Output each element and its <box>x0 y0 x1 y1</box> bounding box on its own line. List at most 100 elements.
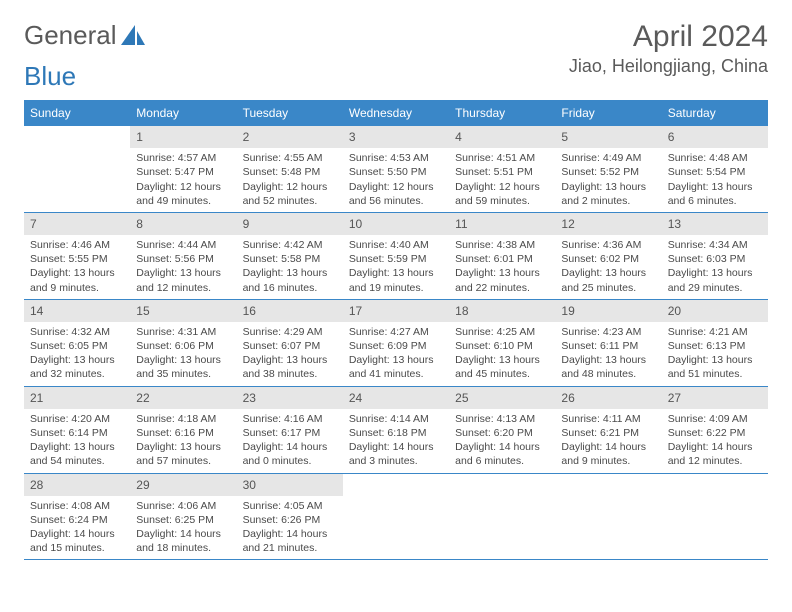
day-details: Sunrise: 4:09 AMSunset: 6:22 PMDaylight:… <box>662 409 768 473</box>
calendar-week: 7Sunrise: 4:46 AMSunset: 5:55 PMDaylight… <box>24 213 768 300</box>
calendar-week: 21Sunrise: 4:20 AMSunset: 6:14 PMDayligh… <box>24 387 768 474</box>
calendar-cell: . <box>24 126 130 212</box>
daylight-text: Daylight: 12 hours and 56 minutes. <box>349 180 443 208</box>
calendar-cell: 10Sunrise: 4:40 AMSunset: 5:59 PMDayligh… <box>343 213 449 299</box>
day-number: 23 <box>237 387 343 409</box>
calendar-cell: 12Sunrise: 4:36 AMSunset: 6:02 PMDayligh… <box>555 213 661 299</box>
sunset-text: Sunset: 5:56 PM <box>136 252 230 266</box>
sunrise-text: Sunrise: 4:55 AM <box>243 151 337 165</box>
day-details: Sunrise: 4:06 AMSunset: 6:25 PMDaylight:… <box>130 496 236 560</box>
sunrise-text: Sunrise: 4:08 AM <box>30 499 124 513</box>
sunset-text: Sunset: 5:58 PM <box>243 252 337 266</box>
day-details: Sunrise: 4:05 AMSunset: 6:26 PMDaylight:… <box>237 496 343 560</box>
sunset-text: Sunset: 6:03 PM <box>668 252 762 266</box>
daylight-text: Daylight: 13 hours and 45 minutes. <box>455 353 549 381</box>
calendar-cell: 14Sunrise: 4:32 AMSunset: 6:05 PMDayligh… <box>24 300 130 386</box>
sunset-text: Sunset: 5:48 PM <box>243 165 337 179</box>
daylight-text: Daylight: 14 hours and 3 minutes. <box>349 440 443 468</box>
day-number: 11 <box>449 213 555 235</box>
day-number: 5 <box>555 126 661 148</box>
sunrise-text: Sunrise: 4:25 AM <box>455 325 549 339</box>
daylight-text: Daylight: 13 hours and 12 minutes. <box>136 266 230 294</box>
sunrise-text: Sunrise: 4:38 AM <box>455 238 549 252</box>
sunset-text: Sunset: 6:24 PM <box>30 513 124 527</box>
daylight-text: Daylight: 13 hours and 57 minutes. <box>136 440 230 468</box>
sunrise-text: Sunrise: 4:14 AM <box>349 412 443 426</box>
day-details: Sunrise: 4:14 AMSunset: 6:18 PMDaylight:… <box>343 409 449 473</box>
sunrise-text: Sunrise: 4:20 AM <box>30 412 124 426</box>
day-details: Sunrise: 4:23 AMSunset: 6:11 PMDaylight:… <box>555 322 661 386</box>
daylight-text: Daylight: 14 hours and 21 minutes. <box>243 527 337 555</box>
calendar: Sunday Monday Tuesday Wednesday Thursday… <box>24 100 768 560</box>
day-number: 27 <box>662 387 768 409</box>
day-number: 3 <box>343 126 449 148</box>
day-details: Sunrise: 4:32 AMSunset: 6:05 PMDaylight:… <box>24 322 130 386</box>
weekday-header: Sunday <box>24 100 130 126</box>
sunset-text: Sunset: 6:02 PM <box>561 252 655 266</box>
day-number: 7 <box>24 213 130 235</box>
calendar-cell: 6Sunrise: 4:48 AMSunset: 5:54 PMDaylight… <box>662 126 768 212</box>
sunset-text: Sunset: 6:14 PM <box>30 426 124 440</box>
calendar-cell: 27Sunrise: 4:09 AMSunset: 6:22 PMDayligh… <box>662 387 768 473</box>
sunset-text: Sunset: 6:06 PM <box>136 339 230 353</box>
day-number: 24 <box>343 387 449 409</box>
calendar-cell: 29Sunrise: 4:06 AMSunset: 6:25 PMDayligh… <box>130 474 236 560</box>
sunrise-text: Sunrise: 4:16 AM <box>243 412 337 426</box>
sunset-text: Sunset: 6:07 PM <box>243 339 337 353</box>
calendar-cell: 22Sunrise: 4:18 AMSunset: 6:16 PMDayligh… <box>130 387 236 473</box>
calendar-cell: 15Sunrise: 4:31 AMSunset: 6:06 PMDayligh… <box>130 300 236 386</box>
calendar-cell: 26Sunrise: 4:11 AMSunset: 6:21 PMDayligh… <box>555 387 661 473</box>
sunset-text: Sunset: 6:18 PM <box>349 426 443 440</box>
sunset-text: Sunset: 6:09 PM <box>349 339 443 353</box>
weekday-header-row: Sunday Monday Tuesday Wednesday Thursday… <box>24 100 768 126</box>
calendar-cell: . <box>662 474 768 560</box>
day-details: Sunrise: 4:25 AMSunset: 6:10 PMDaylight:… <box>449 322 555 386</box>
sunrise-text: Sunrise: 4:09 AM <box>668 412 762 426</box>
calendar-cell: 20Sunrise: 4:21 AMSunset: 6:13 PMDayligh… <box>662 300 768 386</box>
sunrise-text: Sunrise: 4:18 AM <box>136 412 230 426</box>
day-number: 14 <box>24 300 130 322</box>
day-details: Sunrise: 4:34 AMSunset: 6:03 PMDaylight:… <box>662 235 768 299</box>
sunset-text: Sunset: 5:54 PM <box>668 165 762 179</box>
day-details: Sunrise: 4:18 AMSunset: 6:16 PMDaylight:… <box>130 409 236 473</box>
day-details: Sunrise: 4:57 AMSunset: 5:47 PMDaylight:… <box>130 148 236 212</box>
day-number: 9 <box>237 213 343 235</box>
weekday-header: Wednesday <box>343 100 449 126</box>
day-number: 28 <box>24 474 130 496</box>
daylight-text: Daylight: 14 hours and 9 minutes. <box>561 440 655 468</box>
logo-text-blue: Blue <box>24 61 768 92</box>
logo-text-gray: General <box>24 20 117 51</box>
day-number: 15 <box>130 300 236 322</box>
daylight-text: Daylight: 14 hours and 15 minutes. <box>30 527 124 555</box>
sunset-text: Sunset: 5:47 PM <box>136 165 230 179</box>
sunset-text: Sunset: 5:55 PM <box>30 252 124 266</box>
weekday-header: Monday <box>130 100 236 126</box>
day-number: 20 <box>662 300 768 322</box>
daylight-text: Daylight: 13 hours and 41 minutes. <box>349 353 443 381</box>
calendar-cell: 4Sunrise: 4:51 AMSunset: 5:51 PMDaylight… <box>449 126 555 212</box>
sunrise-text: Sunrise: 4:11 AM <box>561 412 655 426</box>
calendar-cell: 3Sunrise: 4:53 AMSunset: 5:50 PMDaylight… <box>343 126 449 212</box>
sunset-text: Sunset: 6:10 PM <box>455 339 549 353</box>
calendar-cell: 5Sunrise: 4:49 AMSunset: 5:52 PMDaylight… <box>555 126 661 212</box>
calendar-cell: 2Sunrise: 4:55 AMSunset: 5:48 PMDaylight… <box>237 126 343 212</box>
daylight-text: Daylight: 13 hours and 48 minutes. <box>561 353 655 381</box>
sunset-text: Sunset: 6:26 PM <box>243 513 337 527</box>
day-details: Sunrise: 4:21 AMSunset: 6:13 PMDaylight:… <box>662 322 768 386</box>
calendar-cell: 30Sunrise: 4:05 AMSunset: 6:26 PMDayligh… <box>237 474 343 560</box>
sunrise-text: Sunrise: 4:06 AM <box>136 499 230 513</box>
sunrise-text: Sunrise: 4:48 AM <box>668 151 762 165</box>
calendar-cell: 24Sunrise: 4:14 AMSunset: 6:18 PMDayligh… <box>343 387 449 473</box>
calendar-cell: 1Sunrise: 4:57 AMSunset: 5:47 PMDaylight… <box>130 126 236 212</box>
daylight-text: Daylight: 13 hours and 6 minutes. <box>668 180 762 208</box>
day-number: 17 <box>343 300 449 322</box>
calendar-cell: 28 Sunrise: 4:08 AMSunset: 6:24 PMDayligh… <box>24 474 130 560</box>
sunrise-text: Sunrise: 4:34 AM <box>668 238 762 252</box>
logo: General <box>24 20 149 51</box>
calendar-cell: 21Sunrise: 4:20 AMSunset: 6:14 PMDayligh… <box>24 387 130 473</box>
sunset-text: Sunset: 6:22 PM <box>668 426 762 440</box>
calendar-week: 28Sunrise: 4:08 AMSunset: 6:24 PMDayligh… <box>24 474 768 561</box>
sunrise-text: Sunrise: 4:27 AM <box>349 325 443 339</box>
calendar-cell: . <box>555 474 661 560</box>
daylight-text: Daylight: 14 hours and 18 minutes. <box>136 527 230 555</box>
